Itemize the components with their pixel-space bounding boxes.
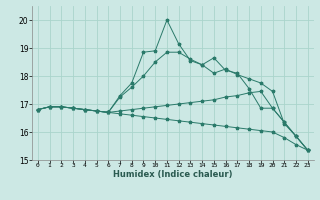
X-axis label: Humidex (Indice chaleur): Humidex (Indice chaleur) [113, 170, 233, 179]
